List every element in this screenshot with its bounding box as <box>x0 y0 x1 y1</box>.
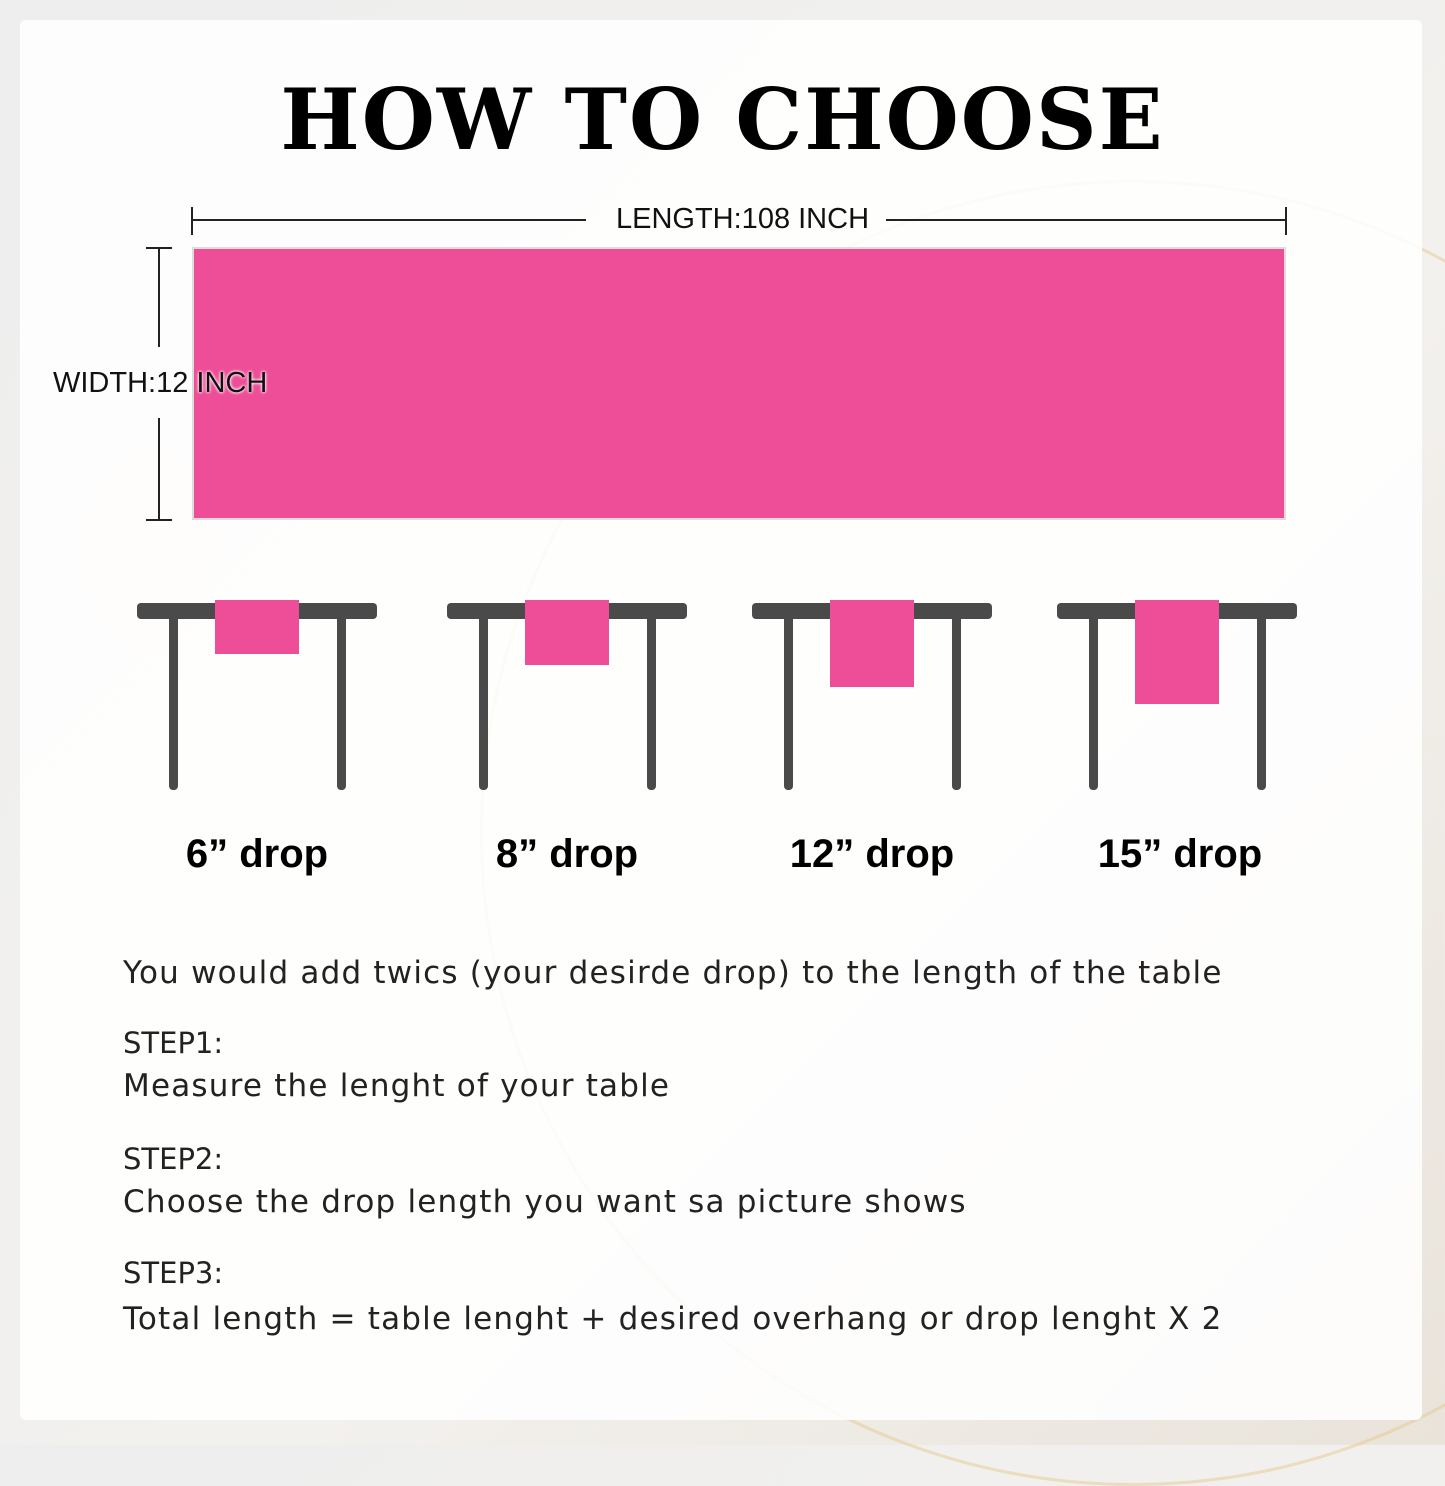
drop-label: 12” drop <box>789 832 955 876</box>
length-dimension-line-right <box>886 219 1286 221</box>
table-leg <box>647 610 656 790</box>
step1-heading: STEP1: <box>123 1026 224 1060</box>
table-leg <box>1257 610 1266 790</box>
drop-table-diagram <box>137 600 377 790</box>
table-leg <box>169 610 178 790</box>
table-leg <box>784 610 793 790</box>
runner-drop <box>830 600 914 687</box>
length-label: LENGTH:108 INCH <box>616 203 870 235</box>
table-leg <box>1089 610 1098 790</box>
runner-drop <box>1135 600 1219 704</box>
page-title: HOW TO CHOOSE <box>280 70 1165 169</box>
intro-text: You would add twics (your desirde drop) … <box>123 955 1223 991</box>
table-leg <box>952 610 961 790</box>
step2-text: Choose the drop length you want sa pictu… <box>123 1184 967 1220</box>
step3-heading: STEP3: <box>123 1256 224 1290</box>
drop-table-diagram <box>447 600 687 790</box>
width-dimension-line-bottom <box>158 418 160 520</box>
runner-drop <box>215 600 299 654</box>
length-dimension-tick-right <box>1285 207 1287 235</box>
drop-table-diagram <box>1057 600 1297 790</box>
drop-label: 8” drop <box>495 832 639 876</box>
length-dimension-line-left <box>192 219 586 221</box>
step1-text: Measure the lenght of your table <box>123 1068 671 1104</box>
drop-table-diagram <box>752 600 992 790</box>
width-dimension-tick-bottom <box>146 519 172 521</box>
table-leg <box>479 610 488 790</box>
runner-drop <box>525 600 609 665</box>
step3-text: Total length = table lenght + desired ov… <box>123 1301 1223 1337</box>
table-runner-illustration <box>192 247 1286 520</box>
drop-label: 15” drop <box>1097 832 1263 876</box>
step2-heading: STEP2: <box>123 1142 224 1176</box>
table-leg <box>337 610 346 790</box>
drop-label: 6” drop <box>185 832 329 876</box>
width-dimension-line-top <box>158 247 160 347</box>
width-label: WIDTH:12 INCH <box>53 367 268 399</box>
length-dimension-tick-left <box>191 207 193 235</box>
